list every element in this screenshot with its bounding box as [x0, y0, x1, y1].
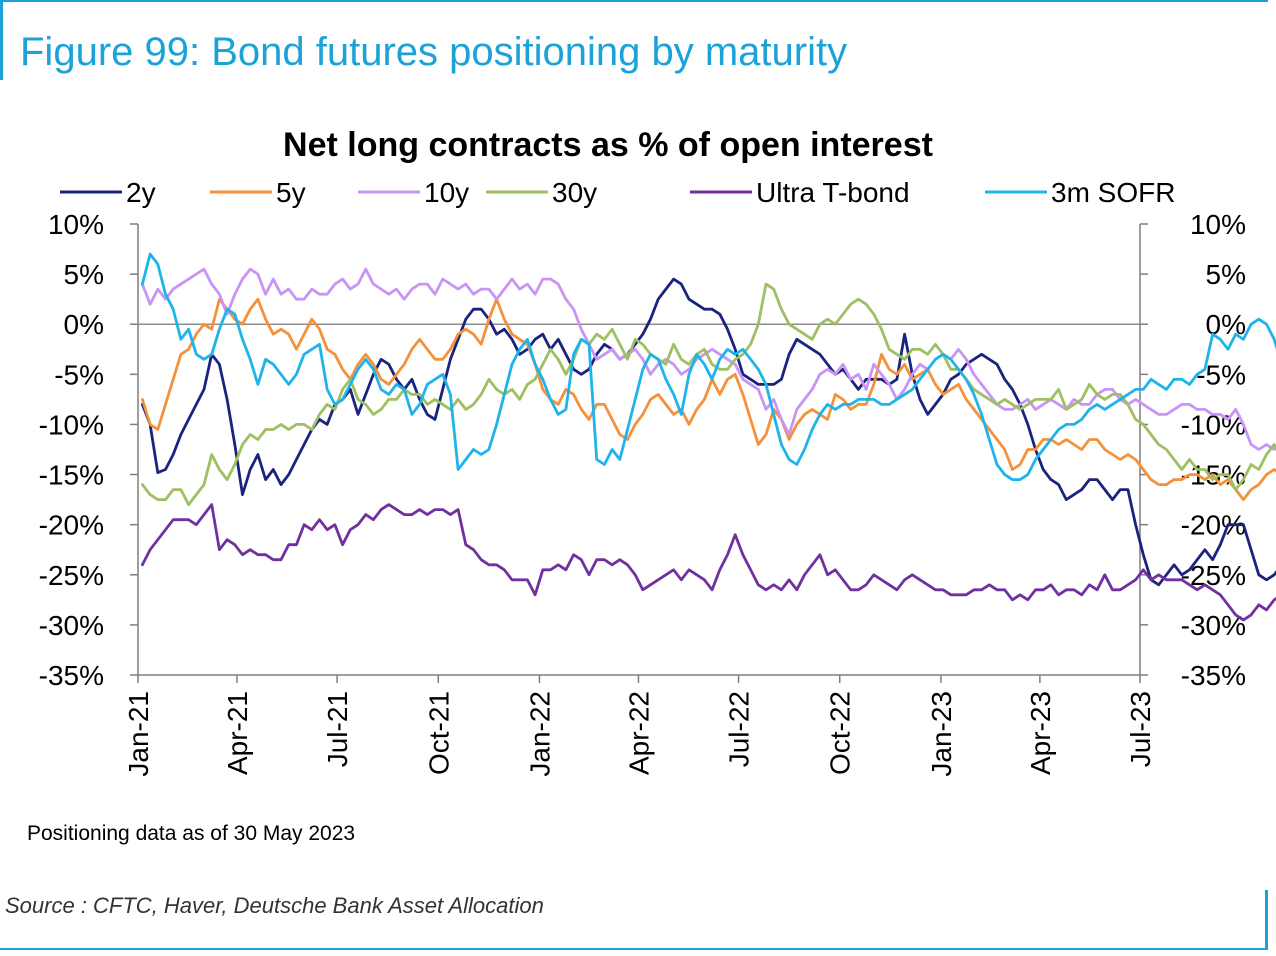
series-line-10y — [140, 267, 1276, 451]
y-tick-label-left: 5% — [64, 259, 104, 290]
y-tick-label-left: 10% — [48, 209, 104, 240]
x-tick-label: Jul-21 — [322, 691, 353, 767]
chart-title: Net long contracts as % of open interest — [283, 126, 933, 164]
x-tick-label: Apr-23 — [1025, 691, 1056, 775]
x-tick-label: Jan-23 — [926, 691, 957, 777]
x-tick-label: Apr-22 — [623, 691, 654, 775]
legend-label-30y: 30y — [552, 177, 597, 208]
x-tick-label: Apr-21 — [222, 691, 253, 775]
legend-label-5y: 5y — [276, 177, 306, 208]
y-tick-label-right: -5% — [1196, 359, 1246, 390]
y-tick-label-right: 10% — [1190, 209, 1246, 240]
y-tick-label-left: -15% — [39, 460, 104, 491]
y-tick-label-left: 0% — [64, 309, 104, 340]
figure-title: Figure 99: Bond futures positioning by m… — [20, 30, 848, 74]
x-tick-label: Oct-22 — [825, 691, 856, 775]
y-tick-label-left: -5% — [54, 359, 104, 390]
y-tick-label-left: -10% — [39, 409, 104, 440]
y-tick-label-right: -35% — [1181, 660, 1246, 691]
y-tick-label-left: -20% — [39, 510, 104, 541]
y-tick-label-left: -30% — [39, 610, 104, 641]
x-tick-label: Jul-23 — [1125, 691, 1156, 767]
x-tick-label: Jul-22 — [724, 691, 755, 767]
legend-label-2y: 2y — [126, 177, 156, 208]
series-line-ultra-t-bond — [140, 503, 1276, 622]
legend-label-ultra-t-bond: Ultra T-bond — [756, 177, 910, 208]
frame-top-border — [0, 0, 1268, 2]
frame-left-border — [0, 0, 3, 80]
x-tick-label: Oct-21 — [423, 691, 454, 775]
y-tick-label-left: -35% — [39, 660, 104, 691]
x-tick-label: Jan-21 — [123, 691, 154, 777]
legend-label-3m-sofr: 3m SOFR — [1051, 177, 1175, 208]
series-line-3m-sofr — [140, 252, 1276, 482]
y-tick-label-left: -25% — [39, 560, 104, 591]
line-chart: Net long contracts as % of open interest… — [39, 126, 1276, 777]
frame-right-border — [1265, 890, 1268, 950]
y-tick-label-right: 5% — [1206, 259, 1246, 290]
series-line-2y — [140, 277, 1276, 587]
series-line-5y — [140, 297, 1276, 502]
legend-label-10y: 10y — [424, 177, 469, 208]
series-line-30y — [140, 282, 1276, 507]
positioning-note: Positioning data as of 30 May 2023 — [27, 822, 356, 845]
frame-bottom-border — [0, 948, 1268, 950]
source-note: Source : CFTC, Haver, Deutsche Bank Asse… — [5, 893, 544, 918]
x-tick-label: Jan-22 — [524, 691, 555, 777]
